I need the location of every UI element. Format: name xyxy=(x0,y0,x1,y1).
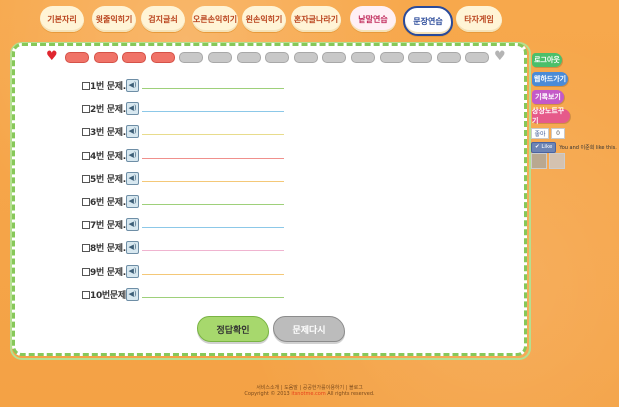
progress-step xyxy=(237,52,261,63)
progress-step xyxy=(351,52,375,63)
progress-step xyxy=(465,52,489,63)
question-checkbox xyxy=(82,175,90,183)
answer-input[interactable] xyxy=(142,111,284,112)
sidebar-item[interactable]: 로그아웃 xyxy=(532,53,562,67)
progress-step xyxy=(65,52,89,63)
nav-item[interactable]: 왼손익히기 xyxy=(242,6,286,32)
progress-step xyxy=(265,52,289,63)
progress-step xyxy=(122,52,146,63)
speaker-icon[interactable]: ◀) xyxy=(126,288,139,301)
question-checkbox xyxy=(82,244,90,252)
speaker-icon[interactable]: ◀) xyxy=(126,172,139,185)
question-label: 6번 문제. xyxy=(90,198,126,208)
speaker-icon[interactable]: ◀) xyxy=(126,125,139,138)
question-checkbox xyxy=(82,82,90,90)
nav-item[interactable]: 윗줄익히기 xyxy=(92,6,136,32)
nav-item[interactable]: 검지글쇠 xyxy=(141,6,185,32)
question-label: 7번 문제. xyxy=(90,221,126,231)
question-row: 3번 문제. ◀) xyxy=(82,125,292,139)
retry-button[interactable]: 문제다시 xyxy=(273,316,345,342)
nav-item[interactable]: 문장연습 xyxy=(403,6,453,36)
speaker-icon[interactable]: ◀) xyxy=(126,149,139,162)
heart-start-icon: ♥ xyxy=(46,49,58,64)
progress-step xyxy=(151,52,175,63)
question-checkbox xyxy=(82,221,90,229)
answer-input[interactable] xyxy=(142,181,284,182)
question-row: 4번 문제. ◀) xyxy=(82,149,292,163)
question-checkbox xyxy=(82,128,90,136)
answer-input[interactable] xyxy=(142,297,284,298)
fb-like-row: ✔ Like You and 이준희 like this. xyxy=(531,141,617,153)
question-label: 10번문제. xyxy=(90,291,129,301)
main-panel xyxy=(12,43,527,356)
speaker-icon[interactable]: ◀) xyxy=(126,79,139,92)
copyright-brand[interactable]: itsnotme.com xyxy=(291,391,326,397)
question-label: 3번 문제. xyxy=(90,128,126,138)
speaker-icon[interactable]: ◀) xyxy=(126,195,139,208)
sidebar-item[interactable]: 웹하드가기 xyxy=(532,72,568,86)
progress-step xyxy=(179,52,203,63)
footer-copyright: Copyright © 2013 itsnotme.com All rights… xyxy=(0,391,619,397)
avatar[interactable] xyxy=(531,153,547,169)
question-label: 9번 문제. xyxy=(90,268,126,278)
question-checkbox xyxy=(82,198,90,206)
nav-item[interactable]: 타자게임 xyxy=(456,6,502,32)
nav-item[interactable]: 기본자리 xyxy=(40,6,84,32)
progress-step xyxy=(94,52,118,63)
copyright-suffix: All rights reserved. xyxy=(327,391,375,397)
progress-step xyxy=(208,52,232,63)
question-row: 1번 문제. ◀) xyxy=(82,79,292,93)
fb-avatars xyxy=(531,153,565,169)
speaker-icon[interactable]: ◀) xyxy=(126,218,139,231)
answer-input[interactable] xyxy=(142,227,284,228)
progress-step xyxy=(322,52,346,63)
question-label: 8번 문제. xyxy=(90,244,126,254)
speaker-icon[interactable]: ◀) xyxy=(126,265,139,278)
fb-like-count: 0 xyxy=(551,127,565,139)
fb-like-box: 좋아 0 xyxy=(531,127,565,139)
top-navigation: 기본자리 윗줄익히기 검지글쇠 오른손익히기 왼손익히기 혼자글나라기 낱말연습 문장연습 타자… xyxy=(0,0,619,42)
question-label: 2번 문제. xyxy=(90,105,126,115)
question-row: 5번 문제. ◀) xyxy=(82,172,292,186)
speaker-icon[interactable]: ◀) xyxy=(126,241,139,254)
answer-input[interactable] xyxy=(142,158,284,159)
question-checkbox xyxy=(82,105,90,113)
copyright-prefix: Copyright © 2013 xyxy=(244,391,290,397)
question-checkbox xyxy=(82,291,90,299)
question-checkbox xyxy=(82,268,90,276)
question-row: 7번 문제. ◀) xyxy=(82,218,292,232)
question-label: 5번 문제. xyxy=(90,175,126,185)
question-row: 9번 문제. ◀) xyxy=(82,265,292,279)
answer-input[interactable] xyxy=(142,134,284,135)
question-label: 1번 문제. xyxy=(90,82,126,92)
question-checkbox xyxy=(82,152,90,160)
fb-like-badge[interactable]: 좋아 xyxy=(531,127,549,139)
progress-bar: ♥ ♥ xyxy=(46,49,511,64)
heart-end-icon: ♥ xyxy=(494,49,506,64)
speaker-icon[interactable]: ◀) xyxy=(126,102,139,115)
question-label: 4번 문제. xyxy=(90,152,126,162)
fb-like-button[interactable]: ✔ Like xyxy=(531,141,557,153)
progress-step xyxy=(408,52,432,63)
progress-step xyxy=(380,52,404,63)
progress-step xyxy=(437,52,461,63)
answer-input[interactable] xyxy=(142,204,284,205)
nav-item[interactable]: 오른손익히기 xyxy=(192,6,238,32)
answer-input[interactable] xyxy=(142,88,284,89)
sidebar-item[interactable]: 상상노트꾸기 xyxy=(532,107,570,125)
question-row: 8번 문제. ◀) xyxy=(82,241,292,255)
question-row: 2번 문제. ◀) xyxy=(82,102,292,116)
sidebar-item[interactable]: 기록보기 xyxy=(532,90,564,104)
nav-item[interactable]: 낱말연습 xyxy=(350,6,396,32)
progress-step xyxy=(294,52,318,63)
answer-input[interactable] xyxy=(142,274,284,275)
question-row: 10번문제. ◀) xyxy=(82,288,292,302)
avatar[interactable] xyxy=(549,153,565,169)
nav-item[interactable]: 혼자글나라기 xyxy=(291,6,341,32)
footer-links[interactable]: 서비스소개 | 도움말 | 공공헌가를이용하기 | 블로그 xyxy=(256,385,363,391)
question-row: 6번 문제. ◀) xyxy=(82,195,292,209)
answer-input[interactable] xyxy=(142,250,284,251)
check-answers-button[interactable]: 정답확인 xyxy=(197,316,269,342)
fb-like-text: You and 이준희 like this. xyxy=(559,144,617,151)
